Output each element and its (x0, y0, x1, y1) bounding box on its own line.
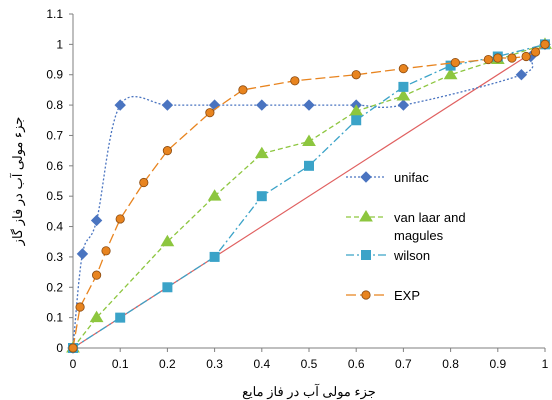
legend-item: unifac (346, 170, 429, 185)
data-point (304, 160, 314, 171)
legend-item: wilson (346, 248, 430, 263)
data-point (115, 312, 126, 323)
data-point (443, 67, 458, 80)
y-tick-label: 0.2 (46, 280, 63, 294)
legend-item: EXP (346, 288, 420, 303)
data-point (115, 214, 125, 224)
data-point (90, 214, 103, 227)
y-tick-label: 0.3 (46, 250, 63, 264)
legend-label: EXP (394, 288, 420, 303)
data-point (493, 53, 503, 63)
y-tick-label: 0 (56, 341, 63, 355)
data-point (398, 64, 408, 74)
data-point (114, 99, 126, 111)
x-tick-label: 0.3 (206, 357, 223, 371)
data-point (303, 99, 315, 111)
data-point (398, 81, 409, 92)
series-exp (68, 39, 550, 353)
y-tick-label: 1 (56, 37, 63, 51)
x-tick-label: 1 (542, 357, 549, 371)
series-line (72, 43, 546, 349)
y-tick-label: 0.9 (46, 68, 63, 82)
x-tick-label: 0.7 (395, 357, 412, 371)
data-point (209, 251, 220, 262)
y-tick-label: 0.1 (46, 311, 63, 325)
data-point (160, 234, 175, 247)
x-tick-label: 0.2 (159, 357, 176, 371)
legend-label: unifac (394, 170, 429, 185)
x-tick-label: 0 (70, 357, 77, 371)
diagonal-line (72, 43, 546, 349)
data-point (89, 310, 104, 323)
legend: unifac van laar and magules wilson EXP (346, 170, 466, 303)
data-point (396, 89, 411, 101)
data-point (162, 282, 173, 293)
y-tick-label: 0.6 (46, 159, 63, 173)
data-point (76, 248, 89, 260)
data-point (540, 39, 550, 49)
x-axis-title: جزء مولی آب در فاز مایع (242, 383, 376, 400)
data-point (101, 246, 111, 256)
y-axis-title: جزء مولی آب در فاز گاز (9, 117, 26, 247)
legend-item: van laar and magules (346, 210, 466, 243)
legend-swatch-marker (361, 290, 371, 300)
legend-swatch-marker (361, 250, 371, 260)
data-point (515, 69, 528, 81)
x-tick-label: 0.6 (348, 357, 365, 371)
data-point (256, 191, 267, 202)
data-point (450, 57, 460, 68)
data-point (302, 134, 316, 147)
axes: 0 0.1 0.2 0.3 0.4 0.5 0.6 0.7 0.8 0.9 1 0 0.1 0.2 0.3 0… (46, 7, 548, 371)
x-tick-label: 0.5 (301, 357, 318, 371)
legend-label: magules (394, 228, 444, 243)
data-point (351, 115, 362, 126)
data-point (290, 76, 300, 86)
data-point (351, 70, 361, 80)
data-point (521, 51, 531, 62)
legend-swatch-marker (359, 210, 373, 222)
data-point (161, 99, 174, 111)
x-tick-label: 0.1 (112, 357, 129, 371)
data-point (207, 189, 222, 201)
data-point (238, 85, 248, 95)
y-tick-label: 1.1 (46, 7, 63, 21)
data-point (507, 53, 517, 63)
y-tick-label: 0.5 (46, 189, 63, 203)
x-tick-label: 0.8 (442, 357, 459, 371)
data-point (205, 108, 215, 118)
y-tick-label: 0.7 (46, 128, 63, 142)
data-point (349, 104, 364, 116)
data-point (68, 343, 78, 353)
data-point (530, 47, 541, 57)
data-point (483, 54, 493, 65)
data-point (254, 146, 269, 159)
data-point (256, 99, 268, 111)
legend-label: wilson (393, 248, 430, 263)
data-point (162, 146, 172, 156)
data-point (75, 302, 85, 312)
x-tick-label: 0.9 (489, 357, 506, 371)
data-point (397, 99, 410, 111)
x-tick-label: 0.4 (253, 357, 270, 371)
legend-label: van laar and (394, 210, 466, 225)
y-tick-label: 0.8 (46, 98, 63, 112)
data-point (92, 270, 102, 280)
y-tick-label: 0.4 (46, 220, 63, 234)
legend-swatch-marker (360, 171, 372, 183)
diagonal-line-layer (72, 43, 546, 349)
data-point (139, 177, 149, 188)
series-layer (66, 37, 552, 354)
